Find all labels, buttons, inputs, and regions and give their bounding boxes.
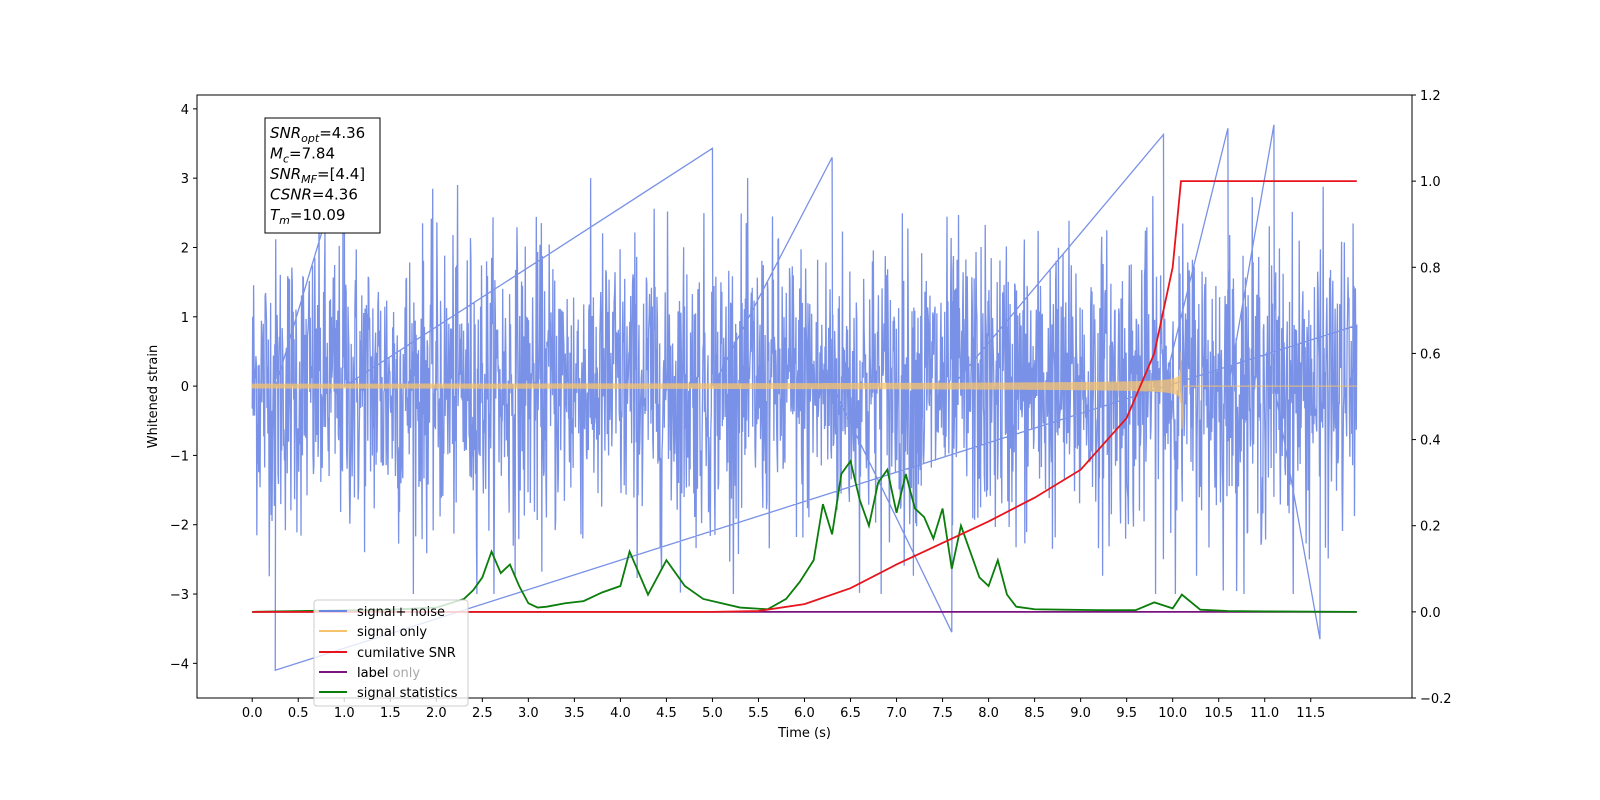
x-tick-label: 11.5 xyxy=(1296,706,1325,721)
y-left-tick-label: 4 xyxy=(181,103,189,118)
legend-label: signal statistics xyxy=(357,686,458,701)
stats-line: Mc=7.84 xyxy=(270,145,335,166)
y-right-tick-label: 0.0 xyxy=(1420,606,1441,621)
legend-label: signal+ noise xyxy=(357,605,445,620)
y-left-tick-label: 0 xyxy=(181,380,189,395)
legend-label: signal only xyxy=(357,625,427,640)
stats-line: Tm=10.09 xyxy=(270,206,345,227)
x-tick-label: 4.5 xyxy=(656,706,677,721)
x-tick-label: 0.5 xyxy=(288,706,309,721)
x-tick-label: 1.0 xyxy=(334,706,355,721)
stats-box-frame xyxy=(264,117,381,234)
y-left-tick-label: 3 xyxy=(181,172,189,187)
x-tick-label: 2.5 xyxy=(472,706,493,721)
y-right-tick-label: −0.2 xyxy=(1420,692,1452,707)
x-tick-label: 9.0 xyxy=(1070,706,1091,721)
y-right-tick-label: 0.2 xyxy=(1420,520,1441,535)
series-signal-statistics xyxy=(252,458,1357,613)
y-left-tick-label: −4 xyxy=(170,657,189,672)
y-right-tick-label: 1.2 xyxy=(1420,89,1441,104)
x-tick-label: 6.5 xyxy=(840,706,861,721)
y-axis-left: −4 −3 −2 −1 0 1 2 3 4 xyxy=(170,103,197,672)
y-right-tick-label: 0.4 xyxy=(1420,434,1441,449)
x-tick-label: 5.0 xyxy=(702,706,723,721)
x-tick-label: 6.0 xyxy=(794,706,815,721)
legend-label: cumilative SNR xyxy=(357,646,456,661)
x-tick-label: 1.5 xyxy=(380,706,401,721)
y-axis-label: Whitened strain xyxy=(146,345,161,448)
x-tick-label: 11.0 xyxy=(1250,706,1279,721)
x-tick-label: 8.0 xyxy=(978,706,999,721)
y-left-tick-label: −1 xyxy=(170,449,189,464)
stats-line: CSNR=4.36 xyxy=(270,186,358,204)
x-tick-label: 10.5 xyxy=(1204,706,1233,721)
y-right-tick-label: 0.6 xyxy=(1420,347,1441,362)
y-left-tick-label: −2 xyxy=(170,519,189,534)
x-tick-label: 5.5 xyxy=(748,706,769,721)
legend-label: label xyxy=(357,666,388,681)
x-tick-label: 10.0 xyxy=(1158,706,1187,721)
x-tick-label: 7.5 xyxy=(932,706,953,721)
x-axis-label: Time (s) xyxy=(777,726,831,741)
y-left-tick-label: −3 xyxy=(170,588,189,603)
stats-line: SNRopt=4.36 xyxy=(270,124,365,145)
series-signal-only xyxy=(251,351,1357,430)
x-tick-label: 0.0 xyxy=(242,706,263,721)
series-cumulative-snr xyxy=(252,180,1357,613)
series-signal-noise xyxy=(251,124,1358,672)
y-axis-right: −0.2 0.0 0.2 0.4 0.6 0.8 1.0 1.2 xyxy=(1412,89,1452,707)
x-axis: 0.0 0.5 1.0 1.5 2.0 2.5 3.0 3.5 4.0 4.5 5.0 5.5 6.0 6… xyxy=(242,698,1325,721)
x-tick-label: 2.0 xyxy=(426,706,447,721)
legend: signal+ noise signal only cumilative SNR la… xyxy=(313,599,469,707)
legend-frame xyxy=(313,599,469,707)
y-right-tick-label: 1.0 xyxy=(1420,175,1441,190)
plot-area xyxy=(251,124,1358,672)
x-tick-label: 9.5 xyxy=(1116,706,1137,721)
y-left-tick-label: 2 xyxy=(181,241,189,256)
x-tick-label: 7.0 xyxy=(886,706,907,721)
x-tick-label: 3.5 xyxy=(564,706,585,721)
y-right-tick-label: 0.8 xyxy=(1420,261,1441,276)
stats-line: SNRMF=[4.4] xyxy=(270,165,365,186)
legend-label: label only xyxy=(357,666,420,681)
x-tick-label: 3.0 xyxy=(518,706,539,721)
x-tick-label: 4.0 xyxy=(610,706,631,721)
y-left-tick-label: 1 xyxy=(181,311,189,326)
x-tick-label: 8.5 xyxy=(1024,706,1045,721)
